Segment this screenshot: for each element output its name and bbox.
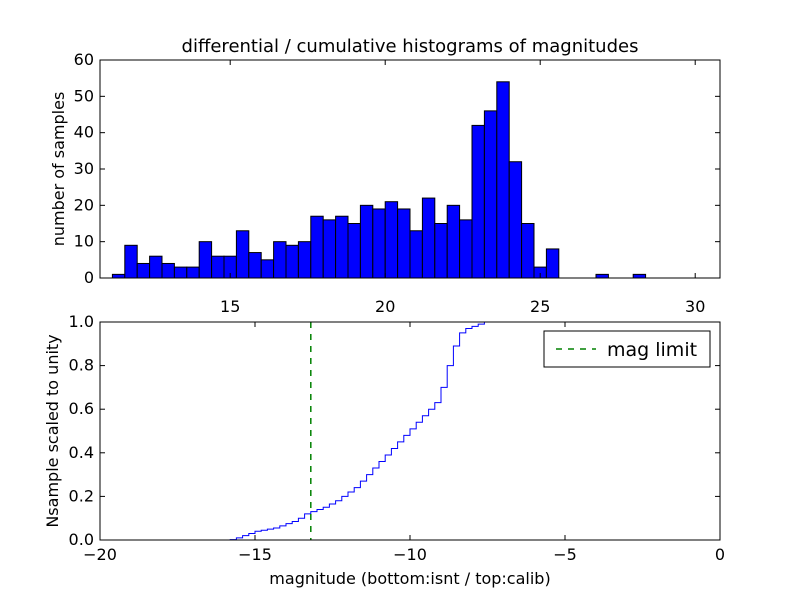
histogram-bar bbox=[173, 266, 188, 279]
bottom-y-tick-label: 0.8 bbox=[69, 356, 94, 375]
top-y-tick-label: 20 bbox=[74, 195, 94, 214]
histogram-bar bbox=[397, 208, 411, 279]
histogram-bar bbox=[545, 248, 560, 279]
histogram-bar bbox=[372, 208, 386, 279]
histogram-bar bbox=[211, 255, 225, 279]
top-y-tick-label: 30 bbox=[74, 159, 94, 178]
histogram-bars bbox=[111, 81, 647, 279]
top-y-tick-label: 0 bbox=[84, 268, 94, 287]
differential-histogram: differential / cumulative histograms of … bbox=[49, 36, 721, 316]
bottom-y-tick-label: 0.4 bbox=[69, 443, 94, 462]
histogram-bar bbox=[198, 241, 213, 279]
top-x-tick-label: 30 bbox=[685, 297, 705, 316]
histogram-bar bbox=[273, 241, 287, 279]
histogram-bar bbox=[186, 266, 200, 279]
bottom-x-tick-label: −15 bbox=[238, 545, 272, 564]
histogram-bar bbox=[471, 124, 485, 279]
top-x-tick-label: 20 bbox=[375, 297, 395, 316]
histogram-bar bbox=[496, 81, 510, 279]
histogram-bar bbox=[322, 219, 337, 279]
top-y-tick-label: 40 bbox=[74, 123, 94, 142]
bottom-axis-ticks: −20 −15 −10 −5 0 0.0 0.2 0.4 0.6 0.8 1.0 bbox=[69, 312, 726, 564]
histogram-bar bbox=[136, 262, 151, 279]
bottom-x-tick-label: −20 bbox=[83, 545, 117, 564]
histogram-bar bbox=[310, 215, 324, 279]
top-y-tick-label: 60 bbox=[74, 50, 94, 69]
histogram-bar bbox=[409, 230, 423, 279]
top-chart-title: differential / cumulative histograms of … bbox=[182, 36, 639, 57]
legend-label-mag-limit: mag limit bbox=[607, 339, 697, 361]
top-x-tick-label: 25 bbox=[530, 297, 550, 316]
bottom-x-tick-label: 0 bbox=[715, 545, 725, 564]
top-x-tick-label: 15 bbox=[220, 297, 240, 316]
top-y-tick-label: 10 bbox=[74, 232, 94, 251]
histogram-bar bbox=[161, 262, 175, 279]
histogram-bar bbox=[521, 223, 535, 279]
bottom-y-tick-label: 0.2 bbox=[69, 486, 94, 505]
histogram-bar bbox=[111, 273, 126, 279]
top-plot-frame bbox=[99, 59, 721, 279]
histogram-bar bbox=[595, 273, 609, 279]
cumulative-step-line bbox=[100, 321, 721, 541]
histogram-bar bbox=[384, 201, 399, 279]
bottom-ylabel: Nsample scaled to unity bbox=[43, 334, 62, 527]
bottom-x-tick-label: −5 bbox=[553, 545, 577, 564]
cumulative-histogram: −20 −15 −10 −5 0 0.0 0.2 0.4 0.6 0.8 1.0 magnitude… bbox=[43, 312, 725, 588]
histogram-bar bbox=[421, 197, 436, 279]
histogram-bar bbox=[285, 244, 299, 279]
bottom-y-tick-label: 0.6 bbox=[69, 399, 94, 418]
histogram-bar bbox=[248, 252, 262, 279]
histogram-bar bbox=[446, 204, 461, 279]
histogram-bar bbox=[508, 161, 523, 279]
histogram-bar bbox=[335, 215, 349, 279]
histogram-bar bbox=[235, 230, 250, 279]
bottom-y-tick-label: 0.0 bbox=[69, 530, 94, 549]
cumulative-lines bbox=[100, 321, 721, 541]
histogram-bar bbox=[149, 255, 163, 279]
histogram-bar bbox=[124, 244, 138, 279]
bottom-y-tick-label: 1.0 bbox=[69, 312, 94, 331]
bottom-xlabel: magnitude (bottom:isnt / top:calib) bbox=[269, 569, 550, 588]
histogram-bar bbox=[459, 219, 473, 279]
histogram-bar bbox=[347, 223, 361, 279]
bottom-plot-frame bbox=[99, 321, 721, 541]
histogram-bar bbox=[260, 259, 275, 279]
histogram-bar bbox=[297, 241, 312, 279]
bottom-x-tick-label: −10 bbox=[393, 545, 427, 564]
histogram-bar bbox=[434, 223, 448, 279]
legend: mag limit bbox=[543, 330, 711, 368]
histogram-bar bbox=[483, 110, 498, 279]
top-ylabel: number of samples bbox=[49, 92, 68, 247]
top-y-tick-label: 50 bbox=[74, 86, 94, 105]
histogram-bar bbox=[359, 204, 374, 279]
histogram-bar bbox=[632, 273, 647, 279]
